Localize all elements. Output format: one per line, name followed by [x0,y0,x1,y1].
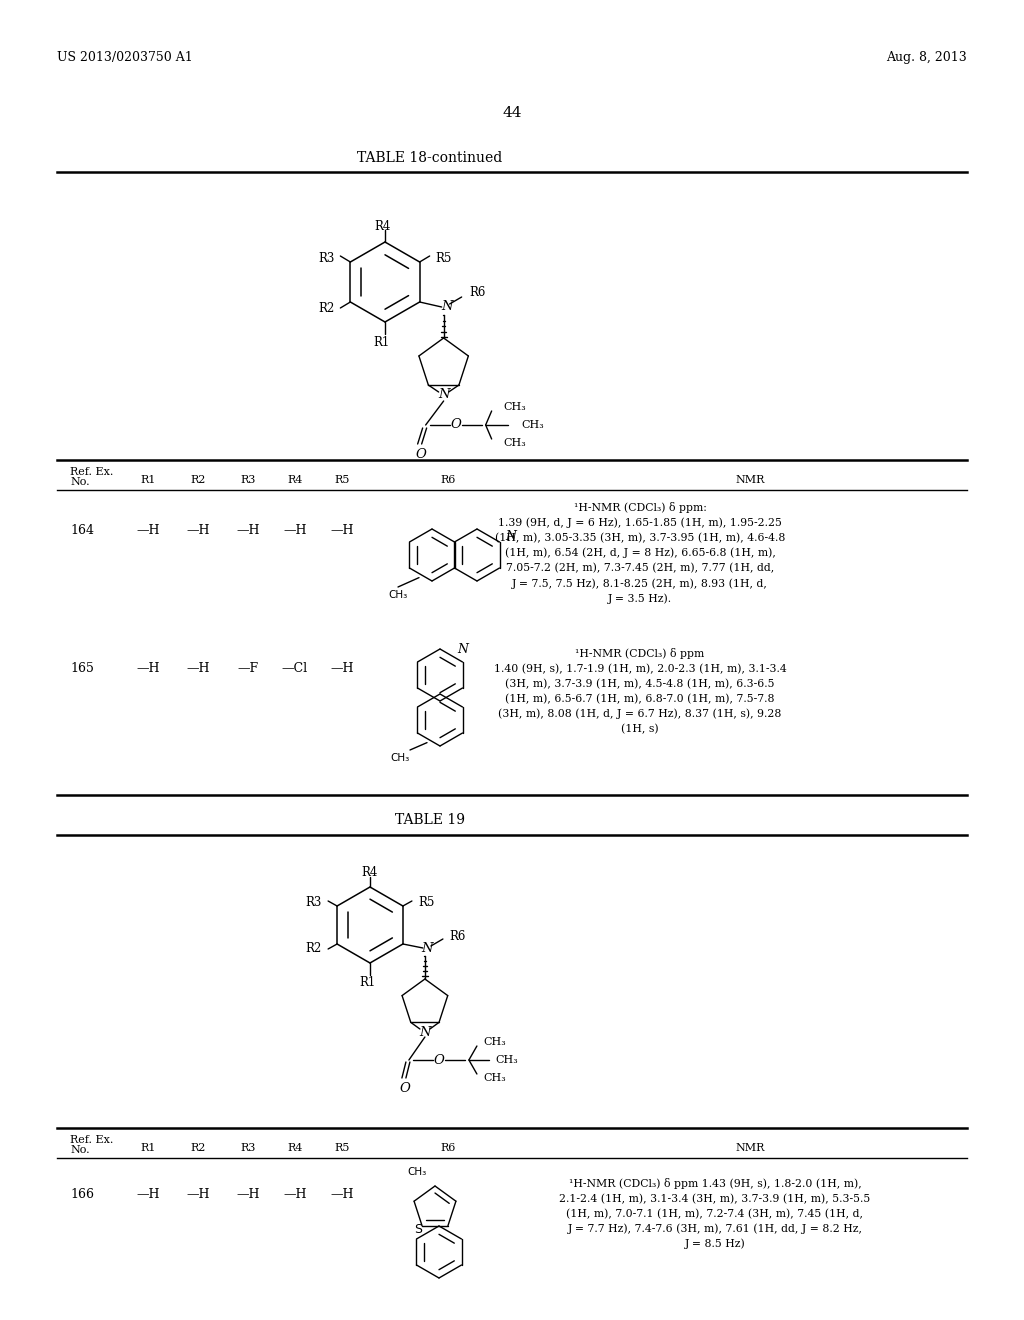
Text: TABLE 19: TABLE 19 [395,813,465,828]
Text: 165: 165 [70,661,94,675]
Text: R5: R5 [334,1143,349,1152]
Text: R5: R5 [435,252,452,264]
Text: ¹H-NMR (CDCl₃) δ ppm
1.40 (9H, s), 1.7-1.9 (1H, m), 2.0-2.3 (1H, m), 3.1-3.4
(3H: ¹H-NMR (CDCl₃) δ ppm 1.40 (9H, s), 1.7-1… [494,648,786,734]
Text: —H: —H [331,1188,353,1201]
Text: No.: No. [70,477,90,487]
Text: —H: —H [331,524,353,536]
Text: NMR: NMR [735,475,765,484]
Text: R4: R4 [288,1143,303,1152]
Text: R6: R6 [440,1143,456,1152]
Text: CH₃: CH₃ [388,590,408,601]
Text: R3: R3 [318,252,335,264]
Text: R6: R6 [470,286,486,300]
Text: CH₃: CH₃ [504,403,526,412]
Text: Aug. 8, 2013: Aug. 8, 2013 [886,50,967,63]
Text: —H: —H [284,1188,307,1201]
Text: CH₃: CH₃ [483,1073,506,1082]
Text: —H: —H [136,661,160,675]
Text: —H: —H [186,524,210,536]
Text: N: N [419,1026,431,1039]
Text: N: N [421,941,433,954]
Text: R2: R2 [190,475,206,484]
Text: CH₃: CH₃ [495,1055,518,1065]
Text: R1: R1 [140,1143,156,1152]
Text: N: N [458,643,469,656]
Text: S: S [414,1224,422,1237]
Text: No.: No. [70,1144,90,1155]
Text: R2: R2 [318,301,335,314]
Text: —F: —F [238,661,259,675]
Text: ¹H-NMR (CDCl₃) δ ppm:
1.39 (9H, d, J = 6 Hz), 1.65-1.85 (1H, m), 1.95-2.25
(1H, : ¹H-NMR (CDCl₃) δ ppm: 1.39 (9H, d, J = 6… [495,502,785,605]
Text: CH₃: CH₃ [408,1167,427,1177]
Text: O: O [433,1053,444,1067]
Text: 164: 164 [70,524,94,536]
Text: R6: R6 [440,475,456,484]
Text: Ref. Ex.: Ref. Ex. [70,467,114,477]
Text: —H: —H [186,661,210,675]
Text: 166: 166 [70,1188,94,1201]
Text: CH₃: CH₃ [504,438,526,447]
Text: R4: R4 [288,475,303,484]
Text: —H: —H [186,1188,210,1201]
Text: —Cl: —Cl [282,661,308,675]
Text: R1: R1 [358,975,375,989]
Text: CH₃: CH₃ [483,1038,506,1047]
Text: N: N [506,531,516,544]
Text: TABLE 18-continued: TABLE 18-continued [357,150,503,165]
Text: Ref. Ex.: Ref. Ex. [70,1135,114,1144]
Text: R3: R3 [241,475,256,484]
Text: R3: R3 [306,896,323,909]
Text: CH₃: CH₃ [390,752,410,763]
Text: O: O [399,1081,411,1094]
Text: R2: R2 [306,942,323,956]
Text: R5: R5 [418,896,434,909]
Text: O: O [451,418,461,432]
Text: —H: —H [237,1188,260,1201]
Text: NMR: NMR [735,1143,765,1152]
Text: N: N [440,301,453,314]
Text: R2: R2 [190,1143,206,1152]
Text: R6: R6 [449,929,465,942]
Text: ¹H-NMR (CDCl₃) δ ppm 1.43 (9H, s), 1.8-2.0 (1H, m),
2.1-2.4 (1H, m), 3.1-3.4 (3H: ¹H-NMR (CDCl₃) δ ppm 1.43 (9H, s), 1.8-2… [559,1177,870,1250]
Text: —H: —H [237,524,260,536]
Text: US 2013/0203750 A1: US 2013/0203750 A1 [57,50,193,63]
Text: R4: R4 [375,219,391,232]
Text: —H: —H [284,524,307,536]
Text: N: N [438,388,450,401]
Text: O: O [415,447,426,461]
Text: —H: —H [331,661,353,675]
Text: 44: 44 [502,106,522,120]
Text: —H: —H [136,524,160,536]
Text: —H: —H [136,1188,160,1201]
Text: CH₃: CH₃ [521,420,545,430]
Text: R3: R3 [241,1143,256,1152]
Text: R4: R4 [361,866,378,879]
Text: R5: R5 [334,475,349,484]
Text: R1: R1 [373,335,389,348]
Text: R1: R1 [140,475,156,484]
